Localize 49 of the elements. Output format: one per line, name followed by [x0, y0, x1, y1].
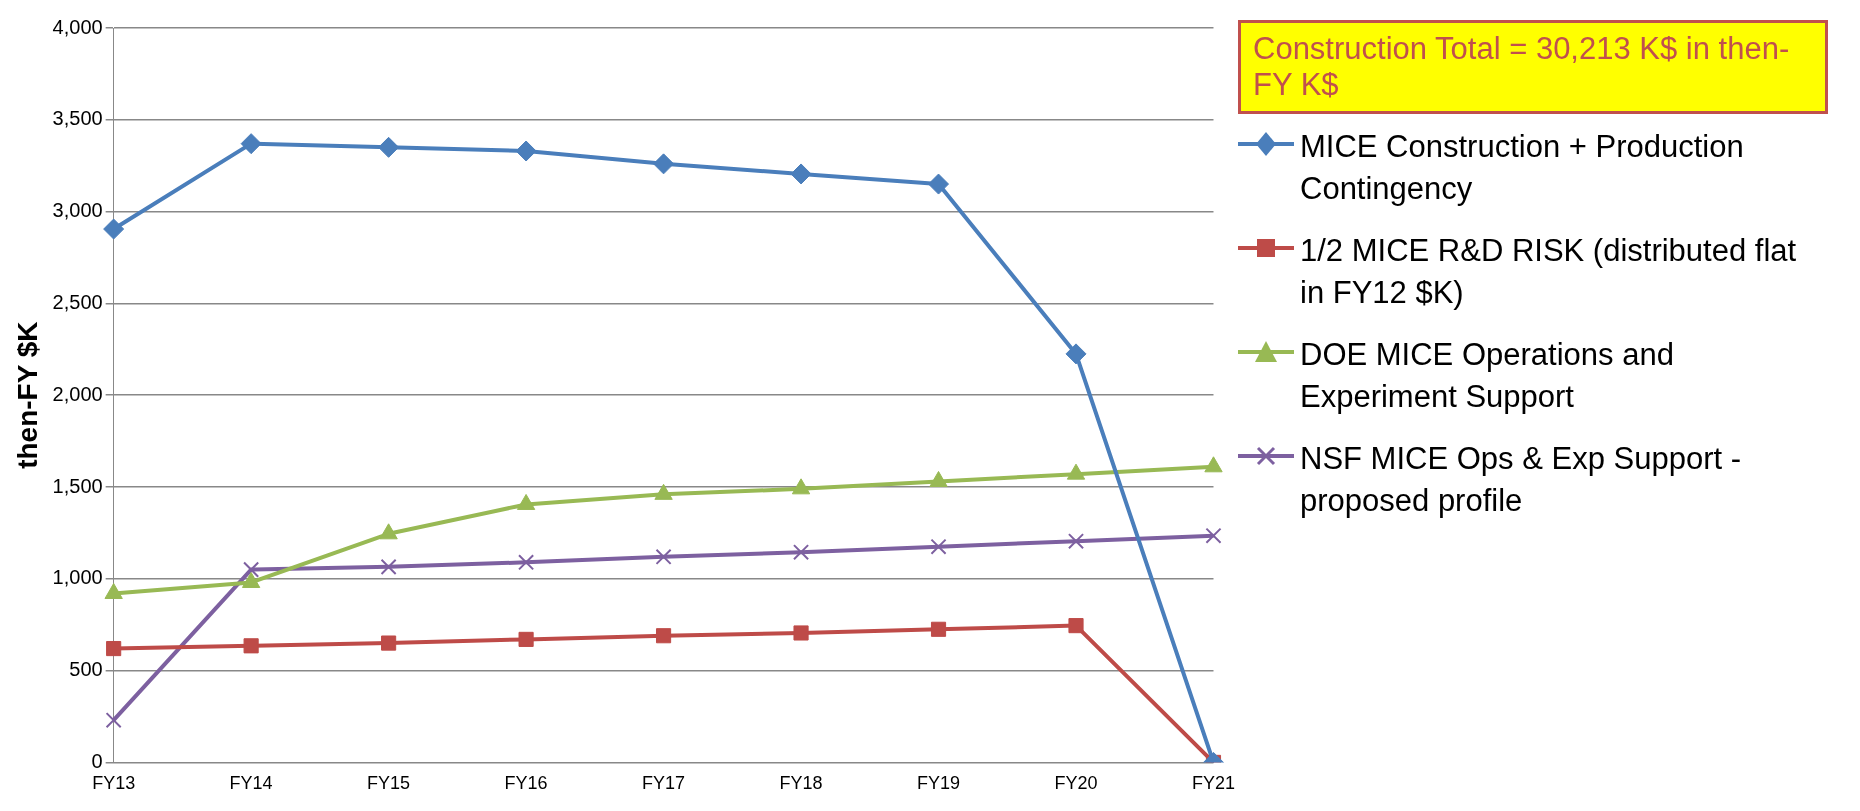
point	[928, 173, 950, 195]
point	[105, 712, 122, 729]
point	[653, 153, 675, 175]
x-tick-label: FY14	[229, 773, 273, 794]
y-tick-label: 500	[69, 658, 103, 681]
point	[1065, 343, 1087, 365]
point	[106, 641, 122, 657]
legend-label: NSF MICE Ops & Exp Support - proposed profile	[1300, 440, 1743, 520]
legend-label: MICE Construction + Production Contingency	[1300, 128, 1745, 208]
point	[378, 136, 400, 158]
x-tick-label: FY17	[642, 773, 686, 794]
point	[515, 140, 537, 162]
x-tick-label: FY15	[367, 773, 411, 794]
point	[1068, 618, 1084, 634]
x-tick-label: FY20	[1054, 773, 1098, 794]
y-tick-label: 2,500	[52, 290, 103, 313]
y-tick-label: 1,000	[52, 566, 103, 589]
point	[1067, 533, 1085, 550]
x-tick-label: FY19	[917, 773, 961, 794]
point	[792, 544, 810, 561]
x-tick-label: FY13	[92, 773, 136, 794]
text: Construction Total = 30,213 K$ in then-FY K$	[1238, 20, 1828, 114]
point	[930, 538, 947, 555]
point	[381, 635, 397, 651]
point	[790, 163, 812, 185]
point	[1205, 527, 1222, 544]
legend-label: 1/2 MICE R&D RISK (distributed flat in FY12 $K)	[1300, 232, 1798, 312]
y-tick-label: 0	[91, 749, 103, 772]
point	[240, 133, 262, 155]
point	[930, 621, 947, 637]
x-tick-label: FY21	[1191, 773, 1235, 794]
y-tick-label: 3,500	[52, 107, 103, 130]
point	[656, 628, 672, 644]
legend-label: DOE MICE Operations and Experiment Support	[1300, 336, 1675, 416]
point	[655, 548, 672, 565]
point	[103, 218, 125, 240]
y-tick-label: 1,500	[52, 474, 103, 497]
point	[243, 638, 259, 654]
point	[518, 554, 535, 571]
y-axis-title: then-FY $K	[11, 321, 43, 469]
y-tick-label: 4,000	[52, 15, 103, 38]
y-tick-label: 2,000	[52, 382, 103, 405]
y-tick-label: 3,000	[52, 199, 103, 222]
point	[243, 561, 260, 578]
x-tick-label: FY16	[504, 773, 548, 794]
point	[518, 631, 534, 647]
point	[380, 558, 397, 575]
point	[793, 625, 809, 641]
x-tick-label: FY18	[779, 773, 823, 794]
